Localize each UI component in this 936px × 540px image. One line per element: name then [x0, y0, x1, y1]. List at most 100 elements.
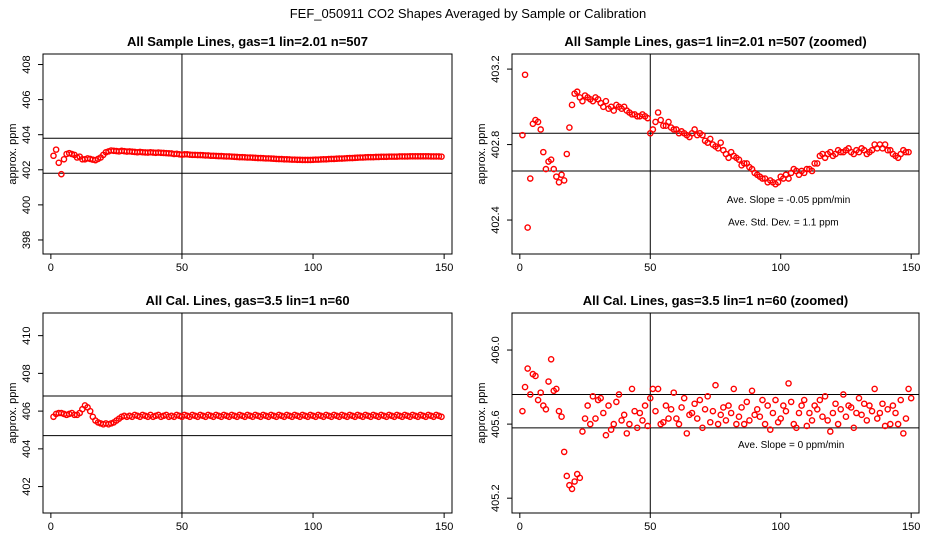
chart-4-point	[568, 485, 576, 493]
chart-2-point	[558, 171, 565, 179]
chart-4-point	[720, 404, 727, 411]
chart-4-point	[636, 409, 644, 417]
chart-4-point	[777, 415, 785, 422]
chart-4-point	[691, 400, 698, 408]
chart-4-point	[800, 396, 808, 404]
chart-4-point	[746, 417, 753, 424]
chart-4-point	[644, 422, 651, 430]
chart-4-point	[759, 396, 766, 404]
chart-2-point	[811, 160, 818, 167]
chart-4-point	[806, 409, 813, 417]
chart-3-y-tick-label: 410	[21, 326, 33, 344]
chart-4-point	[646, 394, 654, 402]
chart-4-point	[519, 407, 526, 415]
chart-1-y-tick-label: 406	[21, 90, 33, 108]
chart-1-y-tick-label: 408	[21, 55, 33, 73]
chart-4-point	[615, 391, 623, 398]
chart-4-point	[673, 415, 680, 422]
chart-4-point	[829, 409, 837, 417]
chart-3-y-tick-label: 406	[21, 402, 33, 420]
chart-2-point	[808, 167, 816, 175]
chart-1-y-tick-label: 404	[21, 126, 33, 144]
chart-4-point	[545, 378, 552, 385]
chart-1-x-tick-label: 150	[435, 262, 453, 274]
chart-4-point	[670, 389, 678, 396]
chart-4-point	[542, 405, 550, 413]
chart-4-point	[576, 474, 584, 482]
chart-4-point	[660, 418, 667, 426]
chart-4-point	[780, 402, 787, 409]
chart-2-point	[547, 156, 555, 163]
chart-2-point	[665, 118, 672, 126]
chart-4-point	[907, 394, 915, 402]
chart-2-y-tick-label: 402.4	[490, 206, 502, 234]
chart-3-x-tick-label: 50	[176, 521, 188, 533]
chart-2-point	[519, 131, 526, 139]
chart-2-point	[550, 165, 558, 173]
chart-2-point	[657, 116, 665, 124]
chart-4-point	[623, 430, 631, 437]
chart-4-point	[785, 380, 792, 387]
chart-2-annotation-2: Ave. Std. Dev. = 1.1 ppm	[728, 218, 839, 229]
chart-4-point	[699, 424, 706, 432]
chart-3-y-axis-label: approx. ppm	[7, 382, 19, 443]
chart-4-y-tick-label: 405.6	[490, 410, 502, 438]
chart-2-point	[652, 118, 659, 126]
chart-4-point	[610, 420, 618, 428]
chart-2-point	[524, 224, 531, 231]
chart-4-point	[855, 394, 863, 402]
chart-4-annotation-1: Ave. Slope = 0 ppm/min	[738, 440, 844, 451]
chart-4-point	[584, 402, 591, 409]
chart-2-point	[785, 175, 792, 182]
chart-1-title: All Sample Lines, gas=1 lin=2.01 n=507	[127, 34, 368, 49]
chart-3-title: All Cal. Lines, gas=3.5 lin=1 n=60	[145, 293, 349, 308]
chart-4-x-tick-label: 150	[902, 521, 920, 533]
chart-4-point	[853, 409, 860, 417]
chart-2-point	[644, 114, 651, 122]
chart-4-point	[709, 407, 717, 415]
chart-4-point	[579, 428, 586, 435]
chart-1-point	[52, 146, 60, 153]
chart-4-point	[524, 365, 531, 372]
chart-2-point	[740, 160, 748, 167]
chart-2-point	[540, 148, 547, 156]
chart-4-point	[641, 402, 649, 409]
chart-2: All Sample Lines, gas=1 lin=2.01 n=507 (…	[476, 34, 920, 274]
chart-4-point	[876, 409, 884, 417]
chart-4-point	[858, 411, 865, 419]
chart-4-point	[521, 383, 529, 391]
chart-4-point	[704, 393, 711, 400]
chart-4-point	[832, 400, 839, 408]
chart-4-point	[873, 415, 881, 422]
chart-1-point	[50, 152, 57, 160]
chart-4: All Cal. Lines, gas=3.5 lin=1 n=60 (zoom…	[476, 293, 920, 533]
chart-4-point	[826, 428, 834, 435]
chart-4-point	[665, 415, 672, 422]
chart-3-y-tick-label: 404	[21, 440, 33, 458]
chart-4-point	[534, 396, 542, 404]
chart-1-x-tick-label: 0	[48, 262, 54, 274]
chart-4-point	[547, 355, 555, 363]
chart-4-point	[751, 411, 758, 419]
chart-4-point	[813, 405, 821, 413]
chart-4-point	[628, 385, 636, 393]
chart-2-point	[542, 165, 550, 173]
chart-2-point	[526, 175, 534, 182]
chart-1-point	[60, 155, 68, 163]
chart-4-point	[597, 394, 605, 402]
chart-1-y-tick-label: 398	[21, 231, 33, 249]
chart-3-point	[86, 407, 94, 415]
chart-2-point	[521, 71, 529, 79]
chart-4-point	[706, 418, 714, 426]
chart-4-point	[725, 402, 732, 409]
chart-4-point	[782, 407, 790, 415]
chart-4-point	[798, 402, 805, 409]
chart-2-point	[553, 173, 560, 180]
chart-4-point	[680, 394, 688, 402]
chart-3-x-tick-label: 100	[304, 521, 322, 533]
chart-4-point	[850, 424, 858, 432]
chart-2-point	[884, 146, 891, 154]
chart-4-point	[879, 400, 886, 408]
chart-4-point	[701, 405, 709, 413]
chart-4-point	[722, 417, 730, 424]
